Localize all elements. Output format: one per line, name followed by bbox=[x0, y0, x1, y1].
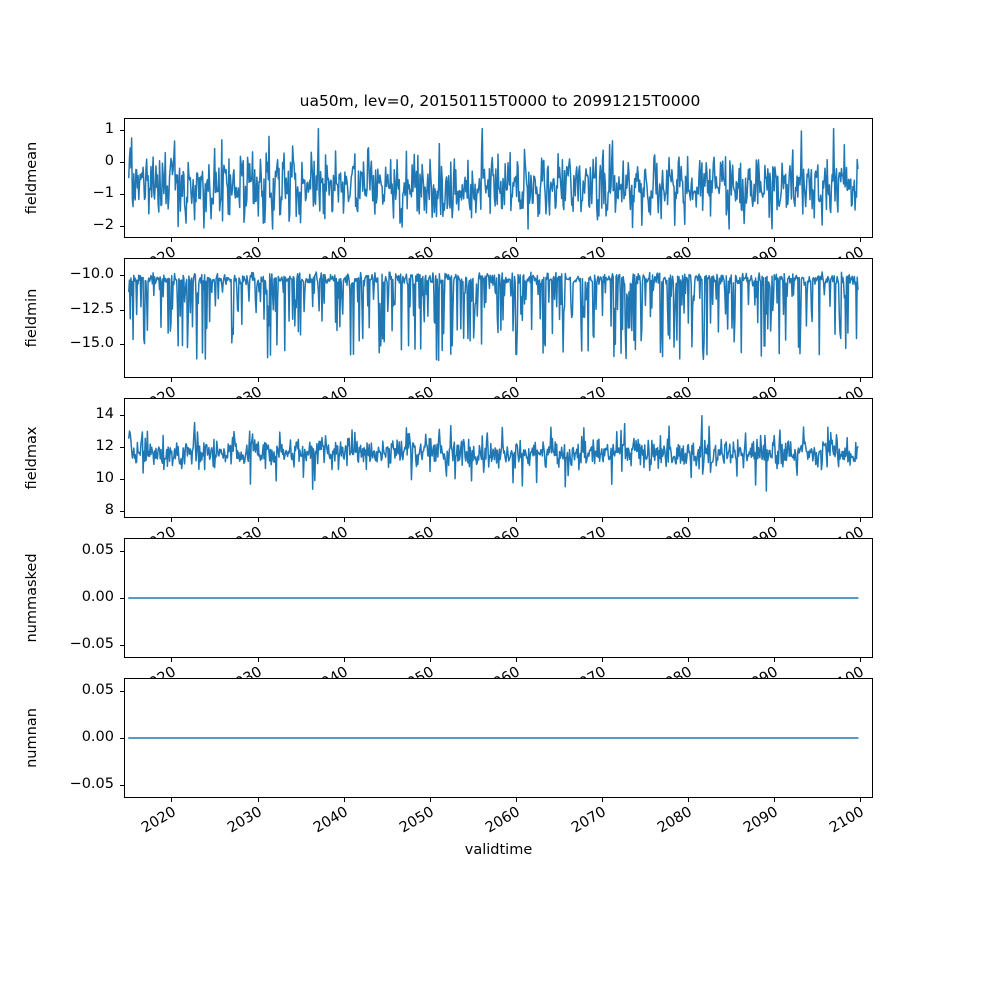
x-tick-mark bbox=[257, 517, 259, 522]
y-tick-label: 0.05 bbox=[81, 542, 114, 559]
y-tick-label: −0.05 bbox=[69, 775, 114, 792]
x-tick-mark bbox=[601, 237, 603, 242]
x-tick-mark bbox=[171, 237, 173, 242]
y-tick-mark bbox=[120, 414, 125, 416]
y-tick-mark bbox=[120, 225, 125, 227]
x-tick-mark bbox=[343, 797, 345, 802]
y-tick-mark bbox=[120, 446, 125, 448]
x-tick-mark bbox=[688, 657, 690, 662]
y-tick-label: 10 bbox=[95, 469, 114, 486]
y-tick-label: 0.00 bbox=[81, 729, 114, 745]
y-tick-label: 8 bbox=[104, 501, 114, 518]
figure-title: ua50m, lev=0, 20150115T0000 to 20991215T… bbox=[299, 92, 701, 110]
plot-panel-numnan[interactable] bbox=[120, 678, 873, 802]
x-tick-mark bbox=[515, 657, 517, 662]
y-tick-label: −12.5 bbox=[69, 300, 114, 317]
x-tick-mark bbox=[429, 797, 431, 802]
x-tick-mark bbox=[860, 237, 862, 242]
x-tick-mark bbox=[774, 657, 776, 662]
x-tick-mark bbox=[860, 517, 862, 522]
y-tick-mark bbox=[120, 644, 125, 646]
x-tick-mark bbox=[601, 377, 603, 382]
x-tick-mark bbox=[171, 377, 173, 382]
x-axis-label: validtime bbox=[464, 842, 533, 858]
y-tick-label: −0.05 bbox=[69, 635, 114, 652]
x-tick-mark bbox=[515, 377, 517, 382]
plot-panel-nummasked[interactable] bbox=[120, 538, 873, 662]
x-tick-mark bbox=[688, 517, 690, 522]
y-tick-mark bbox=[120, 162, 125, 164]
x-tick-mark bbox=[774, 797, 776, 802]
x-tick-mark bbox=[601, 797, 603, 802]
y-tick-label: 0.00 bbox=[81, 589, 114, 605]
y-tick-mark bbox=[120, 510, 125, 512]
plot-panel-fieldmean[interactable] bbox=[120, 118, 873, 242]
x-tick-mark bbox=[860, 657, 862, 662]
x-tick-mark bbox=[774, 377, 776, 382]
x-tick-mark bbox=[515, 237, 517, 242]
x-tick-mark bbox=[601, 657, 603, 662]
x-tick-mark bbox=[171, 797, 173, 802]
y-tick-label: 0.05 bbox=[81, 682, 114, 699]
x-tick-mark bbox=[429, 377, 431, 382]
x-tick-mark bbox=[429, 517, 431, 522]
series-line-fieldmax bbox=[125, 399, 872, 517]
y-tick-mark bbox=[120, 784, 125, 786]
y-tick-mark bbox=[120, 130, 125, 132]
x-tick-mark bbox=[688, 377, 690, 382]
x-tick-mark bbox=[343, 517, 345, 522]
y-tick-label: −2 bbox=[92, 216, 114, 233]
series-line-fieldmin bbox=[125, 259, 872, 377]
y-tick-label: −10.0 bbox=[69, 266, 114, 283]
plot-panel-fieldmax[interactable] bbox=[120, 398, 873, 522]
x-tick-mark bbox=[860, 377, 862, 382]
y-tick-mark bbox=[120, 193, 125, 195]
y-tick-label: 1 bbox=[104, 121, 114, 138]
y-tick-label: 0 bbox=[104, 153, 114, 170]
series-line-fieldmean bbox=[125, 119, 872, 237]
y-tick-label: −1 bbox=[92, 184, 114, 201]
x-tick-mark bbox=[774, 237, 776, 242]
y-tick-mark bbox=[120, 691, 125, 693]
series-line-nummasked bbox=[125, 539, 872, 657]
y-tick-mark bbox=[120, 598, 125, 599]
x-tick-mark bbox=[688, 797, 690, 802]
x-tick-mark bbox=[343, 237, 345, 242]
x-tick-mark bbox=[774, 517, 776, 522]
y-tick-mark bbox=[120, 551, 125, 553]
y-tick-mark bbox=[120, 275, 125, 277]
x-tick-mark bbox=[688, 237, 690, 242]
x-tick-mark bbox=[343, 377, 345, 382]
x-tick-mark bbox=[343, 657, 345, 662]
x-tick-mark bbox=[429, 237, 431, 242]
x-tick-mark bbox=[515, 797, 517, 802]
x-tick-mark bbox=[257, 237, 259, 242]
plot-panel-fieldmin[interactable] bbox=[120, 258, 873, 382]
y-tick-label: −15.0 bbox=[69, 335, 114, 352]
series-line-numnan bbox=[125, 679, 872, 797]
y-tick-mark bbox=[120, 478, 125, 480]
x-tick-mark bbox=[601, 517, 603, 522]
y-tick-mark bbox=[120, 344, 125, 346]
x-tick-mark bbox=[257, 377, 259, 382]
y-tick-mark bbox=[120, 738, 125, 739]
x-tick-mark bbox=[257, 797, 259, 802]
y-tick-mark bbox=[120, 309, 125, 311]
x-tick-mark bbox=[257, 657, 259, 662]
x-tick-mark bbox=[429, 657, 431, 662]
x-tick-mark bbox=[515, 517, 517, 522]
x-tick-mark bbox=[860, 797, 862, 802]
x-tick-mark bbox=[171, 517, 173, 522]
y-tick-label: 12 bbox=[95, 437, 114, 454]
x-tick-mark bbox=[171, 657, 173, 662]
y-tick-label: 14 bbox=[95, 405, 114, 422]
